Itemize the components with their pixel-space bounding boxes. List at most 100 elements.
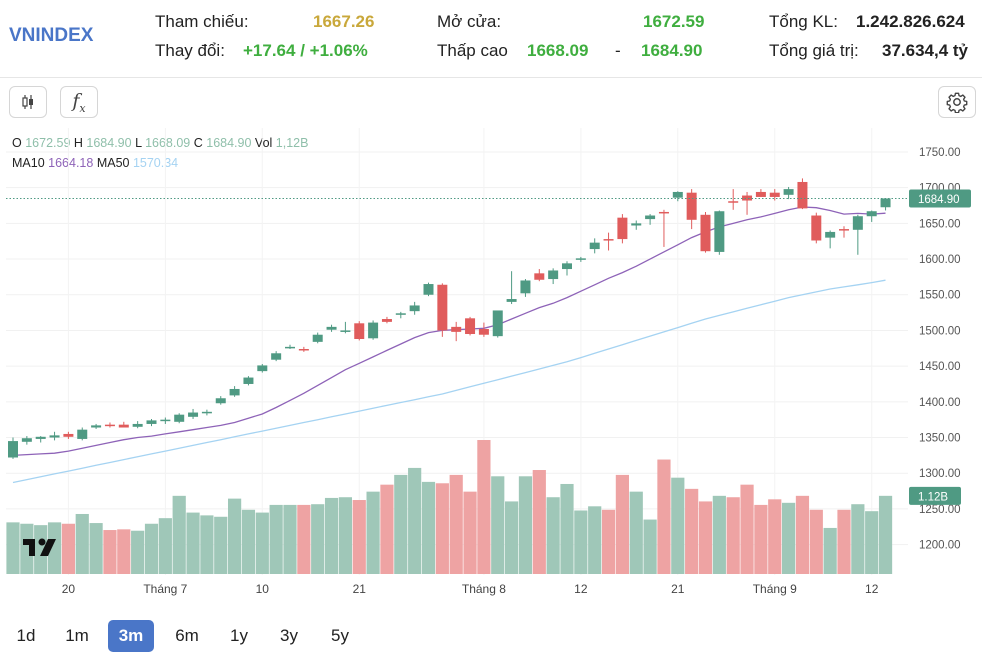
volume-bar: [601, 509, 616, 574]
volume-bar: [698, 501, 713, 574]
candle-body: [77, 429, 88, 439]
close-legend-value: 1684.90: [206, 136, 252, 150]
candle-body: [714, 211, 725, 252]
y-axis-tick-label: 1500.00: [919, 325, 961, 337]
volume-bar: [131, 530, 145, 574]
candle-body: [589, 242, 600, 250]
y-axis-tick-label: 1550.00: [919, 290, 961, 302]
open-label: Mở cửa:: [437, 12, 502, 31]
candle-body: [395, 313, 406, 315]
candle-body: [215, 398, 226, 404]
candle-body: [672, 191, 683, 198]
symbol-title: VNINDEX: [9, 25, 94, 46]
volume-bar: [200, 515, 214, 574]
ma-legend: MA10 1664.18 MA50 1570.34: [12, 156, 178, 170]
period-button-6m[interactable]: 6m: [175, 626, 199, 645]
volume-bar: [297, 504, 311, 574]
price-chart[interactable]: 1750.001700.001650.001600.001550.001500.…: [0, 128, 982, 608]
candle-body: [645, 215, 656, 220]
ma50-line: [12, 279, 886, 484]
candle-body: [409, 305, 420, 312]
period-button-1d[interactable]: 1d: [16, 626, 36, 645]
last-volume-label: 1.12B: [918, 491, 948, 503]
volume-bar: [588, 506, 602, 574]
volume-bar: [283, 504, 297, 574]
y-axis-tick-label: 1400.00: [919, 397, 961, 409]
volume-bar: [754, 504, 768, 574]
volume-bar: [20, 523, 34, 574]
volume-bar: [809, 509, 823, 574]
indicators-button[interactable]: fx: [60, 86, 98, 118]
volume-bar: [795, 495, 810, 574]
fx-icon: fx: [72, 89, 86, 115]
candle-body: [35, 436, 46, 439]
period-button-3m[interactable]: 3m: [108, 620, 154, 652]
volume-bar: [158, 518, 172, 574]
candle-body: [755, 191, 766, 197]
volume-bar: [6, 522, 20, 574]
period-button-1m[interactable]: 1m: [65, 626, 89, 645]
period-button-5y[interactable]: 5y: [331, 626, 349, 645]
volume-legend-label: Vol: [254, 136, 273, 150]
candle-body: [243, 377, 254, 384]
low-value: 1668.09: [527, 41, 589, 60]
volume-bar: [685, 488, 699, 574]
open-value: 1672.59: [643, 12, 705, 31]
period-button-3y[interactable]: 3y: [280, 626, 298, 645]
range-separator: -: [615, 41, 621, 60]
candle-body: [506, 299, 517, 302]
volume-bar: [408, 467, 422, 574]
candle-body: [825, 231, 836, 238]
candle-body: [658, 211, 669, 214]
volume-bar: [144, 523, 159, 574]
x-axis-tick-label: 21: [671, 582, 685, 596]
candle-body: [562, 263, 572, 270]
x-axis-tick-label: Tháng 7: [143, 582, 187, 596]
volume-bar: [228, 498, 242, 574]
change-label: Thay đổi:: [155, 41, 225, 60]
y-axis-tick-label: 1450.00: [919, 361, 961, 373]
chart-type-button[interactable]: [9, 86, 47, 118]
high-legend-label: H: [73, 136, 83, 150]
candle-body: [368, 322, 379, 339]
ma10-legend-label: MA10: [12, 156, 45, 170]
candle-body: [492, 310, 503, 337]
volume-bar: [560, 483, 574, 574]
candle-body: [340, 330, 351, 332]
volume-bar: [172, 495, 186, 574]
volume-bar: [546, 497, 560, 574]
volume-bar: [89, 523, 103, 574]
volume-bar: [380, 484, 394, 574]
candle-body: [548, 270, 559, 280]
volume-bar: [394, 474, 408, 574]
volume-bar: [477, 440, 491, 574]
volume-bar: [449, 474, 463, 574]
x-axis-tick-label: Tháng 8: [462, 582, 506, 596]
volume-bar: [823, 527, 837, 574]
candle-body: [201, 411, 212, 414]
high-value: 1684.90: [641, 41, 703, 60]
candle-body: [312, 334, 323, 342]
candle-body: [686, 192, 697, 220]
candle-body: [104, 424, 115, 427]
range-label: Thấp cao: [437, 41, 508, 60]
candle-body: [603, 239, 614, 241]
candle-body: [728, 201, 739, 203]
change-value: +17.64 / +1.06%: [243, 41, 368, 60]
volume-bar: [865, 511, 879, 574]
volume-bar: [505, 501, 519, 574]
last-price-badge: [909, 189, 971, 208]
candle-body: [631, 223, 642, 226]
volume-bar: [214, 516, 228, 574]
candlestick-icon: [22, 95, 33, 109]
ma50-legend-label: MA50: [96, 156, 130, 170]
settings-button[interactable]: [938, 86, 976, 118]
candle-body: [451, 326, 462, 332]
candle-body: [423, 284, 434, 295]
period-button-1y[interactable]: 1y: [230, 626, 248, 645]
ohlc-legend: O 1672.59 H 1684.90 L 1668.09 C 1684.90 …: [12, 136, 308, 150]
volume-bar: [463, 491, 477, 574]
volume-bar: [366, 491, 380, 574]
candle-body: [797, 181, 808, 209]
volume-bar: [255, 512, 269, 574]
